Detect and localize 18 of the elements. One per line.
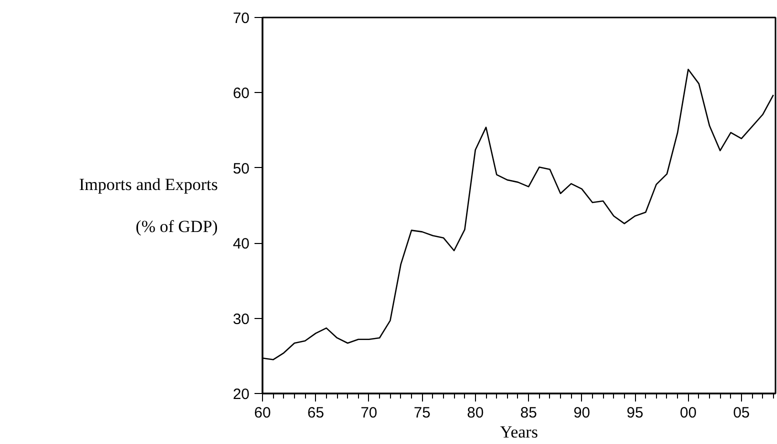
- x-tick-label: 65: [307, 404, 324, 422]
- x-tick-label: 95: [626, 404, 644, 422]
- x-tick-label: 70: [360, 404, 378, 422]
- x-tick-label: 60: [254, 404, 271, 422]
- text: Imports and Exports (% of GDP): [79, 175, 218, 236]
- x-tick-label: 75: [414, 404, 430, 422]
- x-tick-label: 90: [573, 404, 590, 422]
- x-tick-label: 00: [680, 404, 697, 422]
- y-tick-label: 20: [232, 386, 250, 403]
- y-tick-label: 70: [232, 10, 250, 27]
- y-tick-label: 30: [232, 310, 250, 328]
- x-tick-label: 85: [520, 404, 537, 422]
- x-tick-label: 80: [467, 404, 484, 422]
- y-tick-label: 50: [232, 160, 250, 178]
- y-tick-label: 40: [232, 236, 250, 253]
- x-axis-title: Years: [500, 422, 538, 442]
- y-tick-label: 60: [232, 85, 250, 102]
- x-tick-label: 05: [733, 404, 750, 422]
